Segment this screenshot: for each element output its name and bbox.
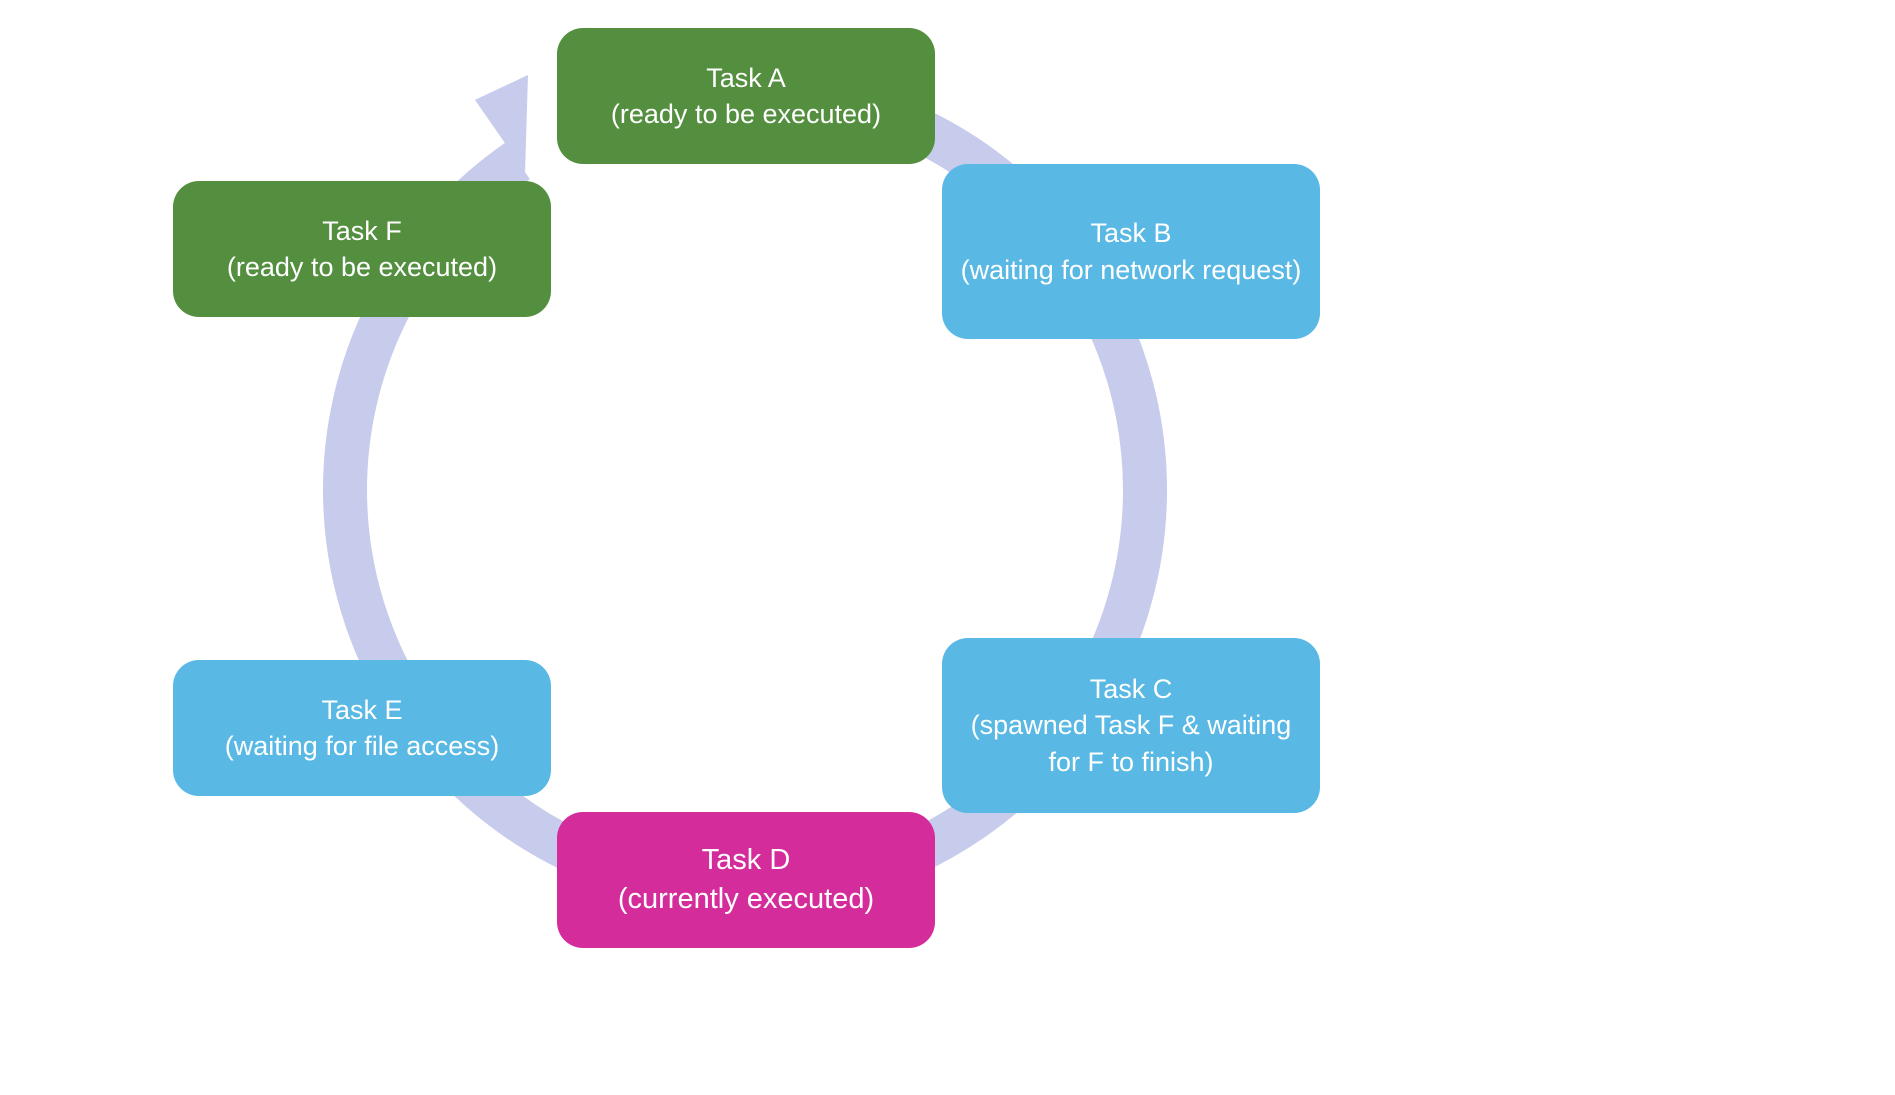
- node-title: Task F: [322, 213, 402, 249]
- cycle-ring: [0, 0, 1895, 1095]
- node-task-f: Task F(ready to be executed): [173, 181, 551, 317]
- cycle-diagram: Task A(ready to be executed)Task B(waiti…: [0, 0, 1895, 1095]
- node-subtitle: (waiting for network request): [961, 252, 1302, 288]
- node-subtitle: (ready to be executed): [611, 96, 881, 132]
- node-task-d: Task D(currently executed): [557, 812, 935, 948]
- node-subtitle: (ready to be executed): [227, 249, 497, 285]
- node-title: Task E: [321, 692, 402, 728]
- node-subtitle: (spawned Task F & waiting for F to finis…: [960, 707, 1302, 780]
- node-title: Task B: [1090, 215, 1171, 251]
- node-subtitle: (currently executed): [618, 880, 874, 919]
- node-task-a: Task A(ready to be executed): [557, 28, 935, 164]
- node-title: Task C: [1090, 671, 1173, 707]
- node-title: Task D: [702, 841, 791, 880]
- node-title: Task A: [706, 60, 786, 96]
- node-task-b: Task B(waiting for network request): [942, 164, 1320, 339]
- node-task-e: Task E(waiting for file access): [173, 660, 551, 796]
- node-task-c: Task C(spawned Task F & waiting for F to…: [942, 638, 1320, 813]
- node-subtitle: (waiting for file access): [225, 728, 500, 764]
